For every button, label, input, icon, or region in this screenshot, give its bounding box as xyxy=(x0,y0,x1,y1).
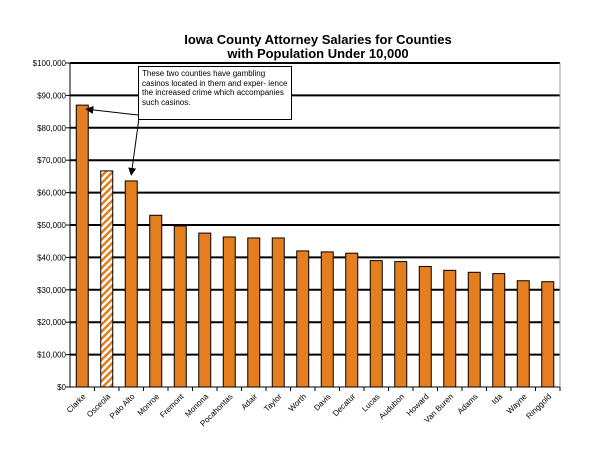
bar-wayne xyxy=(516,280,530,388)
bar-van-buren xyxy=(443,269,457,388)
bar-adair xyxy=(247,237,261,388)
annotation-arrow xyxy=(85,105,139,116)
x-tick-label: Palo Alto xyxy=(108,392,137,421)
x-tick-label: Ida xyxy=(490,392,505,407)
x-tick-label: Lucas xyxy=(360,392,381,413)
x-tick-label: Worth xyxy=(287,392,308,413)
chart-title-line-2: with Population Under 10,000 xyxy=(226,46,408,61)
y-tick-label: $100,000 xyxy=(33,59,67,68)
x-tick-label: Adams xyxy=(456,392,480,416)
bar-monona xyxy=(198,232,212,388)
x-tick-label: Ringgold xyxy=(524,392,553,421)
x-tick-label: Audubon xyxy=(377,392,406,421)
x-tick-label: Davis xyxy=(312,392,333,413)
y-tick-label: $90,000 xyxy=(37,91,66,100)
bar-pocahontas xyxy=(222,236,236,388)
bar-palo-alto xyxy=(124,180,138,388)
x-tick-label: Adair xyxy=(240,392,260,412)
y-tick-label: $80,000 xyxy=(37,124,66,133)
y-tick-label: $0 xyxy=(57,383,66,392)
bar-taylor xyxy=(271,237,285,388)
bar-adams xyxy=(467,271,481,388)
chart-title-line-1: Iowa County Attorney Salaries for Counti… xyxy=(184,32,452,47)
bar-decatur xyxy=(345,252,359,388)
annotation-box: These two counties have gambling casinos… xyxy=(138,66,292,120)
y-tick-label: $20,000 xyxy=(37,318,66,327)
x-tick-label: Taylor xyxy=(262,392,284,414)
bar-monroe xyxy=(149,214,163,388)
y-tick-label: $30,000 xyxy=(37,286,66,295)
x-tick-label: Decatur xyxy=(331,392,357,418)
bar-fremont xyxy=(173,225,187,388)
bar-ida xyxy=(492,273,506,388)
x-tick-label: Fremont xyxy=(158,392,186,420)
bar-ringgold xyxy=(541,281,555,388)
bar-osceola xyxy=(100,170,114,388)
y-tick-label: $70,000 xyxy=(37,156,66,165)
annotation-arrow xyxy=(128,117,140,176)
y-tick-label: $50,000 xyxy=(37,221,66,230)
bar-clarke xyxy=(75,104,89,388)
y-tick-label: $40,000 xyxy=(37,253,66,262)
y-tick-label: $60,000 xyxy=(37,189,66,198)
x-tick-label: Clarke xyxy=(65,392,88,415)
bar-worth xyxy=(296,250,310,388)
bar-howard xyxy=(418,265,432,388)
bar-lucas xyxy=(369,260,383,388)
bar-davis xyxy=(320,251,334,388)
y-tick-label: $10,000 xyxy=(37,351,66,360)
bar-audubon xyxy=(394,261,408,388)
